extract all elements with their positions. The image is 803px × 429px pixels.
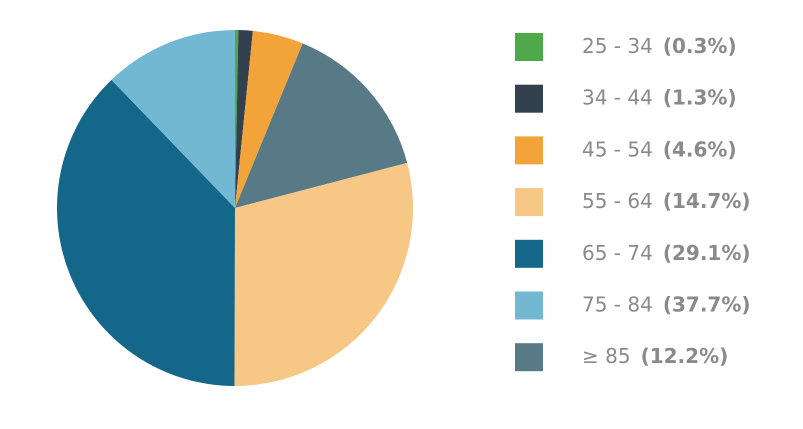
- legend-swatch: [515, 33, 543, 61]
- legend-value: (37.7%): [663, 292, 751, 316]
- legend-label: 25 - 34 (0.3%): [582, 34, 737, 58]
- pie-slice: [235, 43, 408, 209]
- legend-value: (1.3%): [663, 85, 737, 109]
- pie-slice: [234, 162, 413, 387]
- legend-label: 34 - 44 (1.3%): [582, 85, 737, 109]
- legend-category: 65 - 74: [582, 240, 653, 264]
- legend-category: 25 - 34: [582, 34, 653, 58]
- legend-value: (14.7%): [663, 189, 751, 213]
- pie-slice: [235, 30, 239, 208]
- pie-slice: [235, 30, 253, 209]
- pie-slice: [235, 30, 303, 209]
- legend-category: 45 - 54: [582, 137, 653, 161]
- legend-value: (0.3%): [663, 34, 737, 58]
- legend-value: (29.1%): [663, 240, 751, 264]
- legend-swatch: [515, 188, 543, 217]
- legend-category: 34 - 44: [582, 85, 653, 109]
- pie-slice: [57, 79, 235, 386]
- legend-label: 55 - 64 (14.7%): [582, 189, 751, 213]
- legend-category: 75 - 84: [582, 292, 653, 316]
- legend-value: (4.6%): [663, 137, 737, 161]
- legend-label: 45 - 54 (4.6%): [582, 137, 737, 161]
- legend-category: 55 - 64: [582, 189, 653, 213]
- legend-label: 65 - 74 (29.1%): [582, 240, 751, 264]
- legend-swatch: [515, 239, 543, 268]
- legend-swatch: [515, 343, 543, 372]
- legend-swatch: [515, 84, 543, 113]
- legend-value: (12.2%): [641, 344, 729, 368]
- legend-label: 75 - 84 (37.7%): [582, 292, 751, 316]
- legend-label: ≥ 85 (12.2%): [582, 344, 728, 368]
- legend-swatch: [515, 136, 543, 165]
- pie-slice: [111, 29, 235, 208]
- legend-swatch: [515, 291, 543, 320]
- legend-category: ≥ 85: [582, 344, 631, 368]
